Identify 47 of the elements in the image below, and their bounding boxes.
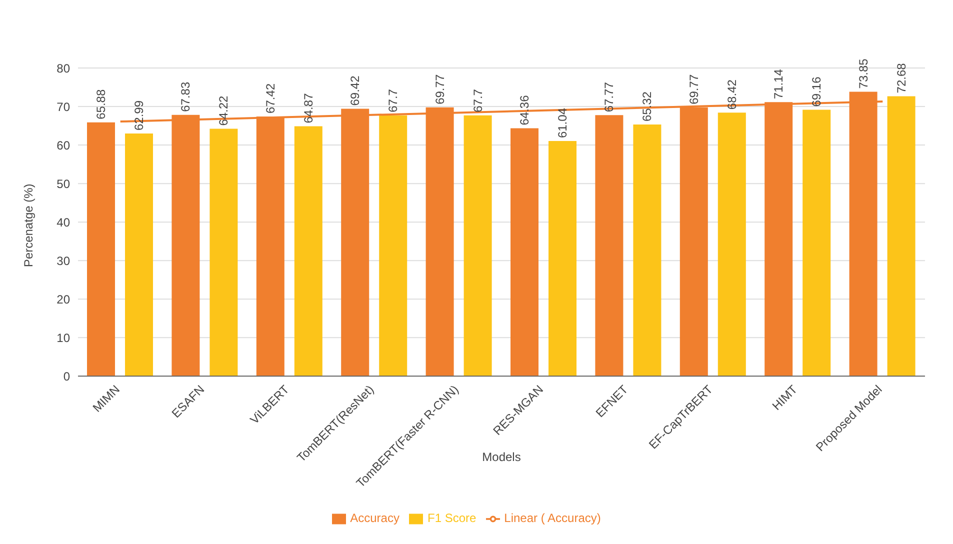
bar	[510, 128, 538, 376]
bar	[294, 126, 322, 376]
data-label: 69.77	[432, 74, 447, 104]
data-label: 62.99	[132, 100, 146, 131]
bar	[548, 141, 576, 376]
data-label: 69.16	[810, 76, 824, 107]
data-label: 67.7	[470, 88, 485, 112]
legend-label: Linear ( Accuracy)	[504, 511, 601, 526]
data-label: 69.77	[686, 74, 701, 104]
bar	[595, 115, 624, 376]
data-label: 64.36	[518, 94, 532, 126]
data-label: 65.32	[640, 91, 654, 122]
y-tick-label: 10	[56, 330, 70, 345]
bar	[87, 122, 115, 376]
legend-label: F1 Score	[427, 511, 476, 526]
x-axis-title: Models	[482, 450, 521, 464]
data-label: 64.22	[216, 95, 231, 126]
y-tick-label: 20	[56, 292, 70, 306]
y-tick-label: 0	[63, 369, 70, 384]
y-tick-label: 30	[56, 254, 70, 268]
data-label: 67.77	[602, 82, 616, 112]
data-label: 67.42	[263, 83, 278, 114]
data-label: 73.85	[856, 58, 870, 89]
data-label: 65.88	[94, 89, 108, 120]
data-label: 67.7	[386, 88, 400, 112]
y-axis-title: Percenatge (%)	[21, 184, 36, 268]
data-label: 64.87	[301, 92, 316, 124]
bar	[379, 115, 408, 376]
data-label: 61.04	[556, 108, 570, 138]
bar	[802, 110, 831, 376]
data-label: 72.68	[894, 62, 908, 94]
bar	[887, 96, 916, 376]
bar	[125, 134, 153, 376]
bar	[464, 115, 492, 376]
bar	[633, 124, 662, 376]
data-label: 71.14	[772, 68, 786, 100]
y-tick-label: 80	[56, 61, 70, 76]
y-tick-label: 40	[56, 215, 70, 230]
legend-label: Accuracy	[350, 511, 400, 526]
y-tick-label: 70	[56, 100, 70, 114]
bar	[210, 128, 238, 376]
data-label: 67.83	[178, 82, 193, 112]
data-label: 68.42	[724, 79, 739, 110]
bar	[718, 112, 746, 376]
data-label: 69.42	[348, 75, 362, 106]
y-tick-label: 50	[56, 176, 70, 191]
y-tick-label: 60	[56, 138, 70, 152]
